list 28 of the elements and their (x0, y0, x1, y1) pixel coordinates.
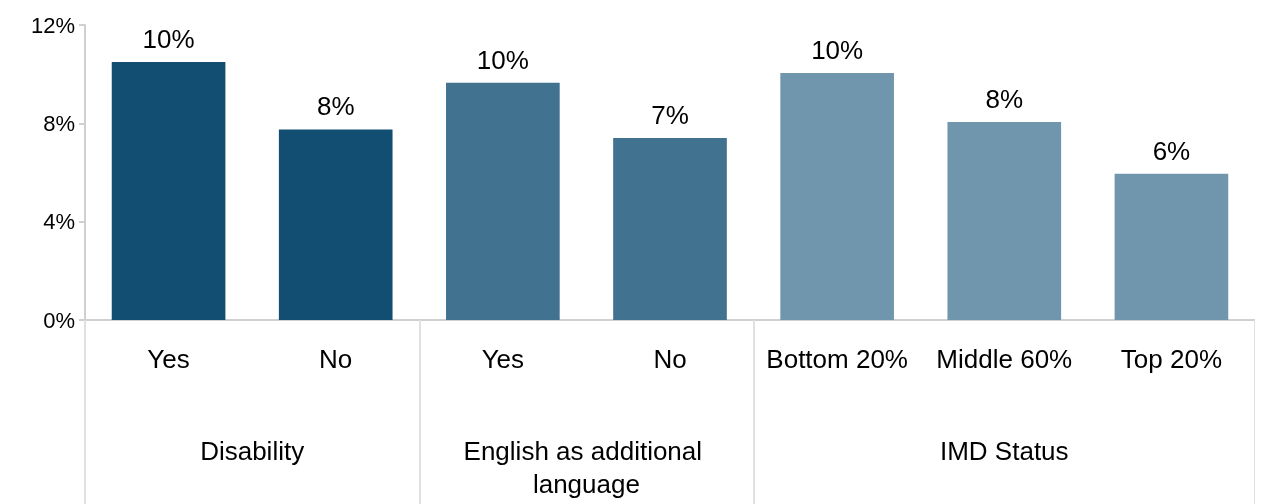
y-tick-label: 8% (43, 110, 75, 136)
x-tick-label: No (653, 344, 687, 374)
bar (947, 122, 1062, 320)
data-label: 8% (316, 91, 355, 122)
text: English as additional language (463, 435, 710, 499)
bar (446, 82, 560, 320)
bar (111, 61, 226, 320)
bar (278, 129, 393, 320)
y-tick-label: 12% (30, 12, 75, 38)
bar (780, 72, 894, 320)
text: IMD Status (939, 435, 1069, 466)
y-tick-label: 0% (43, 307, 75, 333)
x-tick-label: Yes (481, 344, 525, 374)
text: Disability (200, 435, 305, 466)
data-label: 6% (1152, 135, 1191, 166)
bar (613, 138, 727, 320)
data-label: 10% (811, 34, 864, 65)
y-tick-label: 4% (43, 209, 75, 235)
data-label: 7% (651, 100, 689, 131)
x-tick-label: Middle 60% (936, 344, 1073, 374)
data-label: 10% (476, 44, 529, 75)
x-tick-label: Yes (147, 344, 190, 374)
x-tick-label: Bottom 20% (766, 344, 908, 374)
x-tick-label: No (319, 344, 353, 374)
data-label: 8% (985, 84, 1024, 115)
data-label: 10% (142, 23, 195, 54)
bar (1114, 173, 1229, 320)
x-tick-label: Top 20% (1120, 344, 1223, 374)
